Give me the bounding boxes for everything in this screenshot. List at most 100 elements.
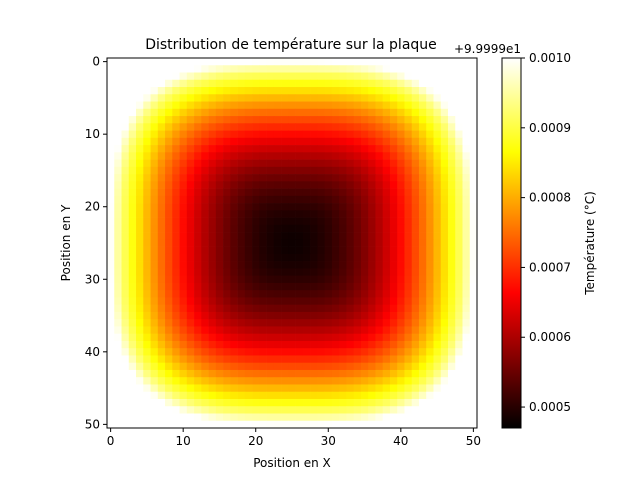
- heatmap-cell: [208, 282, 217, 291]
- heatmap-cell: [273, 210, 282, 218]
- heatmap-cell: [324, 268, 333, 276]
- heatmap-cell: [150, 123, 159, 131]
- heatmap-cell: [375, 72, 384, 81]
- heatmap-cell: [397, 348, 405, 356]
- heatmap-cell: [462, 319, 471, 327]
- heatmap-cell: [208, 362, 217, 371]
- heatmap-cell: [368, 65, 376, 73]
- heatmap-cell: [266, 333, 275, 342]
- heatmap-cell: [331, 224, 340, 233]
- heatmap-cell: [244, 319, 253, 327]
- heatmap-cell: [426, 311, 434, 320]
- heatmap-cell: [201, 253, 209, 262]
- heatmap-cell: [426, 413, 434, 422]
- heatmap-cell: [107, 181, 115, 189]
- heatmap-cell: [150, 406, 159, 414]
- heatmap-cell: [317, 101, 325, 110]
- heatmap-cell: [201, 406, 209, 414]
- heatmap-cell: [157, 217, 166, 226]
- heatmap-cell: [368, 311, 376, 320]
- heatmap-cell: [375, 326, 384, 335]
- heatmap-cell: [143, 268, 151, 276]
- heatmap-cell: [237, 413, 246, 422]
- heatmap-cell: [455, 268, 463, 276]
- heatmap-cell: [295, 275, 304, 284]
- heatmap-cell: [121, 391, 130, 400]
- heatmap-cell: [469, 159, 478, 168]
- heatmap-cell: [331, 87, 340, 95]
- heatmap-cell: [339, 217, 347, 226]
- heatmap-cell: [215, 326, 224, 335]
- heatmap-cell: [128, 166, 137, 175]
- heatmap-cell: [172, 304, 180, 313]
- heatmap-cell: [215, 391, 224, 400]
- heatmap-cell: [215, 413, 224, 422]
- heatmap-cell: [194, 137, 202, 146]
- heatmap-cell: [317, 420, 325, 429]
- heatmap-cell: [397, 159, 405, 168]
- heatmap-cell: [259, 413, 267, 422]
- colorbar-offset-text: +9.9999e1: [454, 42, 521, 56]
- heatmap-cell: [462, 87, 471, 95]
- heatmap-cell: [281, 159, 289, 168]
- heatmap-cell: [194, 355, 202, 364]
- heatmap-cell: [150, 377, 159, 385]
- heatmap-cell: [273, 217, 282, 226]
- heatmap-cell: [107, 398, 115, 407]
- heatmap-cell: [382, 319, 391, 327]
- heatmap-cell: [281, 391, 289, 400]
- heatmap-cell: [208, 87, 217, 95]
- heatmap-cell: [273, 145, 282, 153]
- heatmap-cell: [375, 406, 384, 414]
- heatmap-cell: [237, 159, 246, 168]
- heatmap-cell: [426, 246, 434, 255]
- heatmap-cell: [433, 369, 442, 378]
- heatmap-cell: [201, 340, 209, 349]
- heatmap-cell: [397, 58, 405, 66]
- heatmap-cell: [462, 217, 471, 226]
- heatmap-cell: [128, 130, 137, 139]
- heatmap-cell: [157, 290, 166, 298]
- heatmap-cell: [324, 137, 333, 146]
- heatmap-cell: [418, 326, 427, 335]
- heatmap-cell: [281, 268, 289, 276]
- heatmap-cell: [353, 232, 362, 240]
- heatmap-cell: [346, 319, 355, 327]
- heatmap-cell: [273, 58, 282, 66]
- heatmap-cell: [172, 377, 180, 385]
- heatmap-cell: [201, 152, 209, 160]
- heatmap-cell: [107, 123, 115, 131]
- heatmap-cell: [230, 174, 238, 182]
- heatmap-cell: [114, 304, 122, 313]
- heatmap-cell: [165, 348, 173, 356]
- heatmap-cell: [455, 282, 463, 291]
- heatmap-cell: [353, 166, 362, 175]
- heatmap-cell: [302, 304, 311, 313]
- heatmap-cell: [382, 304, 391, 313]
- heatmap-cell: [353, 282, 362, 291]
- heatmap-cell: [302, 188, 311, 197]
- heatmap-cell: [150, 152, 159, 160]
- heatmap-cell: [186, 362, 195, 371]
- heatmap-cell: [353, 246, 362, 255]
- heatmap-cell: [143, 217, 151, 226]
- heatmap-cell: [208, 319, 217, 327]
- heatmap-cell: [143, 195, 151, 204]
- heatmap-cell: [346, 268, 355, 276]
- heatmap-cell: [389, 101, 398, 110]
- heatmap-cell: [114, 319, 122, 327]
- heatmap-cell: [208, 210, 217, 218]
- heatmap-cell: [433, 87, 442, 95]
- heatmap-cell: [440, 79, 449, 88]
- heatmap-cell: [128, 311, 137, 320]
- heatmap-cell: [237, 304, 246, 313]
- heatmap-cell: [194, 290, 202, 298]
- heatmap-cell: [136, 420, 144, 429]
- heatmap-cell: [266, 246, 275, 255]
- heatmap-cell: [230, 304, 238, 313]
- heatmap-cell: [157, 239, 166, 247]
- heatmap-cell: [230, 348, 238, 356]
- heatmap-cell: [288, 362, 296, 371]
- heatmap-cell: [223, 333, 231, 342]
- heatmap-cell: [136, 72, 144, 81]
